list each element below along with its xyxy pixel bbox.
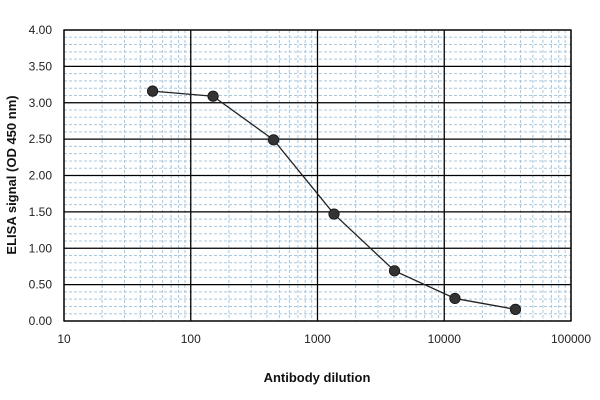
y-tick-label: 2.00	[29, 169, 53, 183]
y-tick-labels: 0.00 0.50 1.00 1.50 2.00 2.50 3.00 3.50 4.00	[29, 23, 53, 328]
data-point	[509, 303, 522, 315]
plot-frame	[63, 29, 572, 322]
x-tick-labels: 10 100 1000 10000 100000	[57, 332, 591, 346]
data-point	[207, 90, 219, 102]
grid	[63, 29, 572, 322]
x-tick-label: 100000	[551, 332, 591, 346]
data-point	[449, 292, 461, 305]
data-points	[146, 85, 522, 315]
x-tick-label: 10000	[428, 332, 462, 346]
y-tick-label: 0.00	[29, 314, 53, 328]
data-line	[152, 90, 516, 310]
x-tick-label: 100	[181, 332, 201, 346]
y-tick-label: 3.00	[29, 96, 53, 110]
y-tick-label: 1.00	[29, 241, 53, 255]
x-tick-label: 1000	[304, 332, 331, 346]
x-tick-label: 10	[57, 332, 71, 346]
y-tick-label: 0.50	[29, 278, 53, 292]
series-line	[152, 90, 516, 310]
y-tick-label: 4.00	[29, 23, 53, 37]
x-axis-title: Antibody dilution	[264, 370, 371, 385]
data-point	[146, 85, 159, 97]
y-tick-label: 2.50	[29, 132, 53, 146]
y-tick-label: 3.50	[29, 59, 53, 73]
data-point	[328, 208, 340, 220]
data-point	[388, 265, 401, 277]
data-point	[267, 134, 280, 146]
y-tick-label: 1.50	[29, 205, 53, 219]
y-axis-title: ELISA signal (OD 450 nm)	[4, 95, 19, 254]
